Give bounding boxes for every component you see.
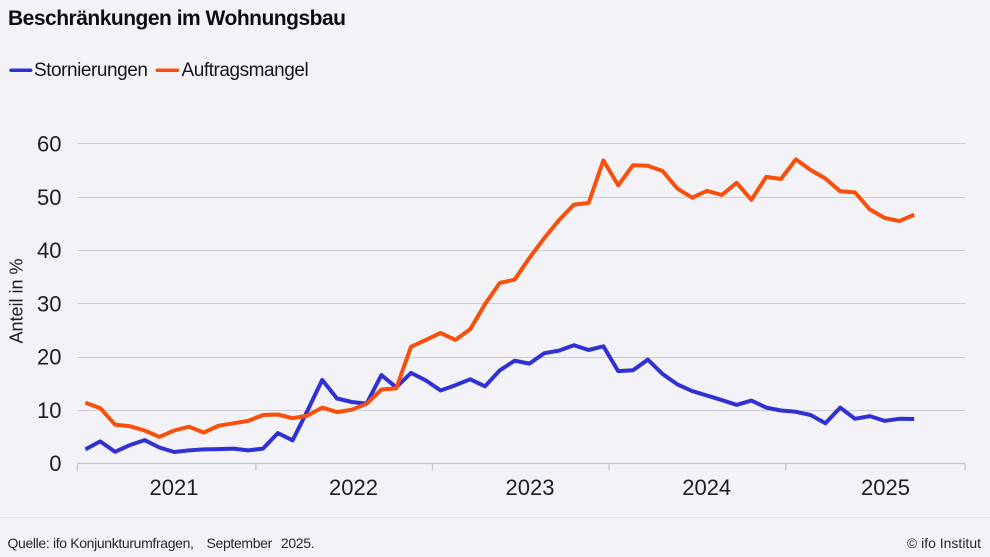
svg-text:2025: 2025: [861, 475, 910, 500]
svg-text:10: 10: [37, 398, 61, 423]
svg-text:50: 50: [37, 185, 61, 210]
svg-text:2022: 2022: [329, 475, 378, 500]
svg-text:2021: 2021: [150, 475, 199, 500]
svg-text:2024: 2024: [682, 475, 731, 500]
svg-text:20: 20: [37, 345, 61, 370]
svg-text:Anteil in %: Anteil in %: [7, 258, 27, 343]
svg-text:2023: 2023: [506, 475, 555, 500]
svg-text:30: 30: [37, 291, 61, 316]
svg-text:0: 0: [49, 451, 61, 476]
svg-text:60: 60: [37, 132, 61, 157]
svg-text:Auftragsmangel: Auftragsmangel: [182, 60, 309, 81]
svg-text:40: 40: [37, 238, 61, 263]
svg-text:Stornierungen: Stornierungen: [34, 60, 148, 81]
